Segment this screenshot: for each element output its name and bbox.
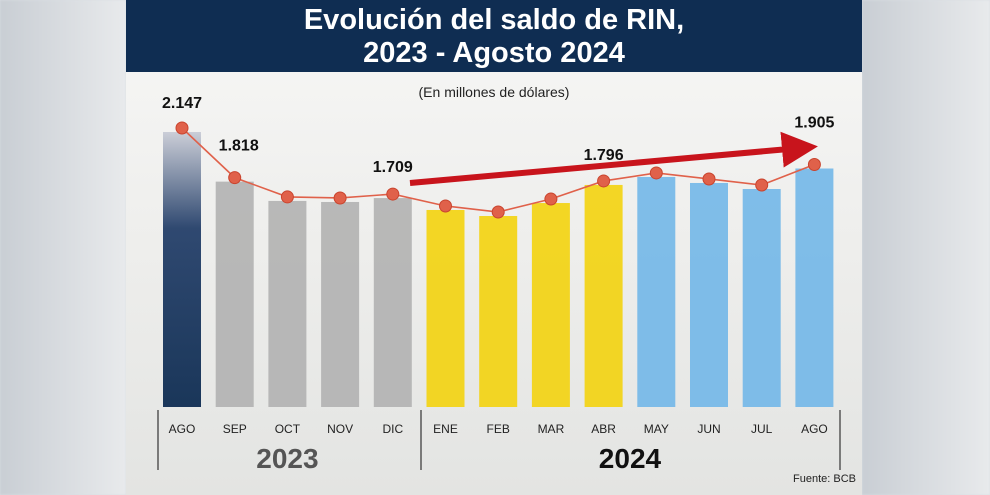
data-point-11 [755,178,769,192]
bar-mar-7 [531,203,570,407]
bar-nov-3 [321,201,360,407]
title-banner: Evolución del saldo de RIN, 2023 - Agost… [126,0,862,72]
month-label-nov-3: NOV [327,422,353,436]
data-point-1 [228,171,242,185]
data-point-12 [807,158,821,172]
chart-title-line-2: 2023 - Agosto 2024 [363,37,625,69]
month-label-ago-12: AGO [801,422,828,436]
data-point-6 [491,205,505,219]
data-point-8 [597,174,611,188]
bar-ago-12 [795,168,834,407]
data-point-7 [544,192,558,206]
month-label-mar-7: MAR [538,422,565,436]
chart-subtitle: (En millones de dólares) [418,84,570,100]
data-point-0 [175,121,189,135]
bar-may-9 [637,176,676,407]
trend-arrow [409,131,818,186]
data-label-4: 1.709 [373,159,413,176]
blurred-background-right [862,0,990,495]
month-label-jun-10: JUN [697,422,720,436]
bar-jul-11 [742,189,781,407]
bar-dic-4 [373,198,412,407]
data-point-9 [649,166,663,180]
data-label-12: 1.905 [794,115,834,132]
bar-feb-6 [479,216,518,407]
month-label-sep-1: SEP [223,422,247,436]
data-label-0: 2.147 [162,95,202,112]
blurred-background-left [0,0,126,495]
data-point-3 [333,191,347,205]
bar-ene-5 [426,209,465,407]
month-label-feb-6: FEB [487,422,510,436]
data-point-5 [439,199,452,213]
data-point-4 [386,187,400,201]
bar-ago-0 [163,132,201,407]
month-label-jul-11: JUL [751,422,773,436]
bar-sep-1 [215,181,254,407]
month-label-ago-0: AGO [169,422,196,436]
month-label-oct-2: OCT [275,422,301,436]
bar-jun-10 [690,182,728,407]
data-label-8: 1.796 [584,147,624,164]
month-label-may-9: MAY [644,422,669,436]
bar-oct-2 [268,200,307,407]
data-point-10 [702,172,716,186]
month-label-ene-5: ENE [433,422,458,436]
data-label-1: 1.818 [219,138,259,155]
data-point-2 [280,190,294,204]
month-label-dic-4: DIC [382,422,403,436]
chart-title-line-1: Evolución del saldo de RIN, [303,4,685,36]
year-label-2024: 2024 [599,443,662,474]
year-label-2023: 2023 [256,443,318,474]
source-note: Fuente: BCB [793,473,856,485]
bar-abr-8 [584,184,623,407]
month-label-abr-8: ABR [591,422,616,436]
